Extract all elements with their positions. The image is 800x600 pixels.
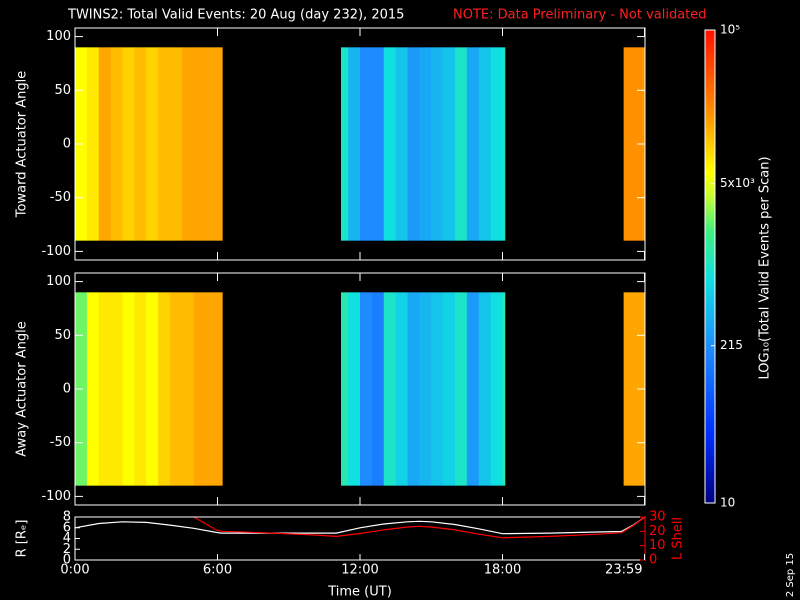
y2-tick-label: 10: [649, 538, 666, 553]
y-tick-label: 6: [63, 520, 71, 535]
heatmap-cell: [395, 292, 408, 486]
y-tick-label: 2: [63, 542, 71, 557]
heatmap-cell: [110, 47, 123, 241]
heatmap-cell: [623, 47, 634, 241]
heatmap-cell: [158, 47, 171, 241]
x-tick-label: 18:00: [484, 563, 521, 578]
heatmap-cell: [360, 292, 373, 486]
y2-tick-label: 0: [649, 553, 657, 568]
heatmap-cell: [502, 292, 506, 486]
heatmap-cell: [181, 47, 195, 241]
y2-axis-label: L Shell: [671, 517, 686, 560]
heatmap-cell: [341, 292, 349, 486]
heatmap-cell: [134, 47, 147, 241]
y-tick-label: -100: [41, 244, 71, 259]
heatmap-cell: [371, 47, 385, 241]
y-tick-label: 0: [63, 137, 71, 152]
heatmap-cell: [623, 292, 634, 486]
heatmap-cell: [193, 47, 207, 241]
note: NOTE: Data Preliminary - Not validated: [453, 8, 707, 23]
heatmap-cell: [466, 292, 480, 486]
heatmap-cell: [134, 292, 147, 486]
y-axis-label: R [Rₑ]: [15, 520, 30, 558]
heatmap-cell: [122, 47, 135, 241]
heatmap-cell: [193, 292, 207, 486]
date-stamp: 2 Sep 15: [785, 553, 796, 597]
heatmap-cell: [455, 47, 468, 241]
y2-tick-label: 30: [649, 510, 666, 525]
heatmap-cell: [490, 47, 503, 241]
x-tick-label: 6:00: [203, 563, 232, 578]
heatmap-cell: [348, 47, 361, 241]
heatmap-cell: [502, 47, 506, 241]
heatmap-cell: [395, 47, 408, 241]
heatmap-cell: [455, 292, 468, 486]
heatmap-cell: [383, 47, 397, 241]
x-tick-label: 23:59: [605, 563, 642, 578]
y-tick-label: -50: [50, 190, 71, 205]
colorbar-label: LOG₁₀(Total Valid Events per Scan): [758, 156, 773, 379]
heatmap-cell: [443, 292, 456, 486]
heatmap-cell: [348, 292, 361, 486]
heatmap-cell: [419, 47, 432, 241]
heatmap-cell: [407, 292, 420, 486]
heatmap-cell: [86, 47, 100, 241]
heatmap-cell: [217, 47, 223, 241]
x-tick-label: 0:00: [60, 563, 89, 578]
heatmap-cell: [478, 47, 492, 241]
heatmap-cell: [383, 292, 397, 486]
heatmap-cell: [478, 292, 492, 486]
y-tick-label: 100: [46, 274, 71, 289]
colorbar-tick-label: 5x10³: [720, 176, 755, 190]
colorbar-tick-label: 215: [720, 338, 743, 352]
series-line: [75, 516, 645, 535]
heatmap-cell: [205, 292, 218, 486]
heatmap-cell: [170, 47, 183, 241]
colorbar-tick-label: 10⁵: [720, 23, 740, 37]
heatmap-cell: [86, 292, 100, 486]
heatmap-cell: [98, 47, 112, 241]
heatmap-cell: [158, 292, 171, 486]
heatmap-cell: [443, 47, 456, 241]
heatmap-cell: [170, 292, 183, 486]
heatmap-cell: [407, 47, 420, 241]
x-axis-label: Time (UT): [327, 585, 392, 600]
heatmap-cell: [205, 47, 218, 241]
heatmap-cell: [490, 292, 503, 486]
heatmap-cell: [431, 292, 444, 486]
colorbar: [704, 29, 716, 504]
y-axis-label: Away Actuator Angle: [15, 321, 30, 456]
heatmap-cell: [371, 292, 385, 486]
heatmap-cell: [341, 47, 349, 241]
heatmap-cell: [419, 292, 432, 486]
heatmap-cell: [181, 292, 195, 486]
y-tick-label: 50: [54, 83, 71, 98]
heatmap-cell: [431, 47, 444, 241]
heatmap-cell: [360, 47, 373, 241]
heatmap-cell: [98, 292, 112, 486]
x-tick-label: 12:00: [341, 563, 378, 578]
y-axis-label: Toward Actuator Angle: [15, 71, 30, 218]
series-line: [193, 516, 645, 539]
y-tick-label: 100: [46, 29, 71, 44]
y-tick-label: 0: [63, 553, 71, 568]
y-tick-label: -100: [41, 489, 71, 504]
y-tick-label: 4: [63, 531, 71, 546]
y-tick-label: 50: [54, 328, 71, 343]
y-tick-label: 8: [63, 510, 71, 525]
heatmap-cell: [146, 47, 159, 241]
colorbar-tick-label: 10: [720, 496, 735, 510]
y2-tick-label: 20: [649, 524, 666, 539]
y-tick-label: -50: [50, 435, 71, 450]
heatmap-cell: [466, 47, 480, 241]
heatmap-cell: [110, 292, 123, 486]
chart-title: TWINS2: Total Valid Events: 20 Aug (day …: [67, 8, 404, 23]
heatmap-cell: [146, 292, 159, 486]
heatmap-cell: [122, 292, 135, 486]
y-tick-label: 0: [63, 382, 71, 397]
heatmap-cell: [217, 292, 223, 486]
